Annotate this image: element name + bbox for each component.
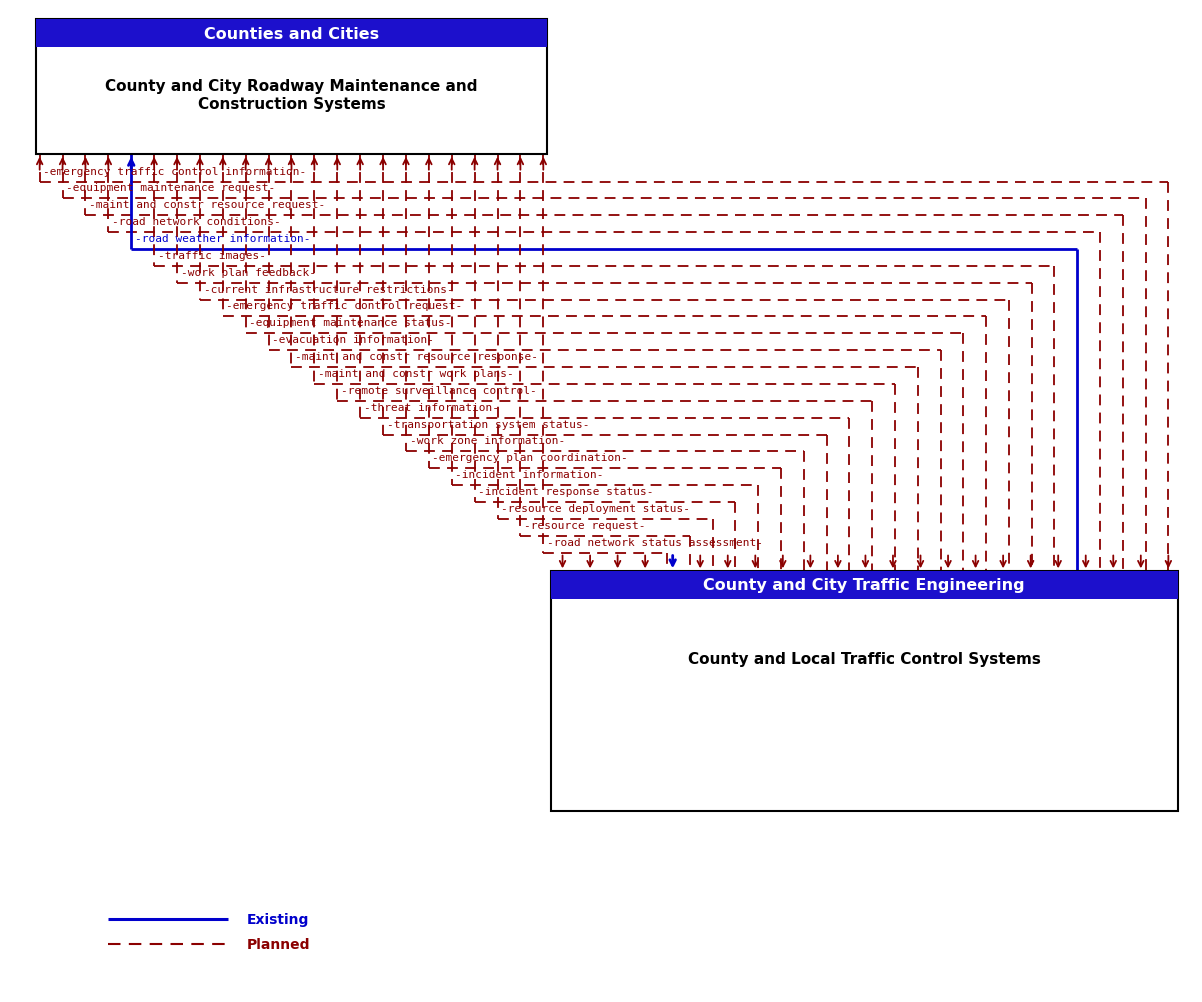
Text: ‐remote surveillance control‐: ‐remote surveillance control‐ bbox=[341, 386, 536, 396]
Text: ‐road network conditions‐: ‐road network conditions‐ bbox=[112, 216, 281, 226]
Text: ‐equipment maintenance status‐: ‐equipment maintenance status‐ bbox=[249, 318, 452, 328]
Text: ‐traffic images‐: ‐traffic images‐ bbox=[157, 250, 266, 261]
Bar bbox=[551, 571, 1178, 599]
Text: ‐emergency traffic control request‐: ‐emergency traffic control request‐ bbox=[226, 302, 463, 312]
Text: ‐road weather information‐: ‐road weather information‐ bbox=[135, 233, 310, 243]
Text: County and City Traffic Engineering: County and City Traffic Engineering bbox=[703, 578, 1025, 592]
Text: Existing: Existing bbox=[246, 912, 309, 926]
Text: ‐incident response status‐: ‐incident response status‐ bbox=[478, 487, 654, 497]
Text: ‐maint and constr resource request‐: ‐maint and constr resource request‐ bbox=[89, 200, 326, 210]
Text: Planned: Planned bbox=[246, 937, 310, 951]
Text: County and City Roadway Maintenance and
Construction Systems: County and City Roadway Maintenance and … bbox=[106, 79, 477, 111]
Text: ‐road network status assessment‐: ‐road network status assessment‐ bbox=[547, 537, 763, 547]
Text: ‐resource request‐: ‐resource request‐ bbox=[524, 520, 645, 530]
Text: County and Local Traffic Control Systems: County and Local Traffic Control Systems bbox=[688, 651, 1041, 666]
Text: ‐work zone information‐: ‐work zone information‐ bbox=[410, 436, 565, 446]
Text: ‐maint and constr work plans‐: ‐maint and constr work plans‐ bbox=[319, 369, 513, 379]
Text: Counties and Cities: Counties and Cities bbox=[204, 27, 379, 41]
Bar bbox=[36, 20, 547, 155]
Text: ‐equipment maintenance request‐: ‐equipment maintenance request‐ bbox=[66, 183, 275, 193]
Text: ‐maint and constr resource response‐: ‐maint and constr resource response‐ bbox=[296, 352, 538, 362]
Text: ‐emergency plan coordination‐: ‐emergency plan coordination‐ bbox=[433, 453, 629, 463]
Text: ‐current infrastructure restrictions‐: ‐current infrastructure restrictions‐ bbox=[203, 285, 453, 295]
Text: ‐evacuation information‐: ‐evacuation information‐ bbox=[272, 335, 434, 345]
Text: ‐transportation system status‐: ‐transportation system status‐ bbox=[387, 419, 589, 429]
Text: ‐incident information‐: ‐incident information‐ bbox=[456, 470, 603, 480]
Text: ‐emergency traffic control information‐: ‐emergency traffic control information‐ bbox=[43, 166, 307, 176]
Text: ‐resource deployment status‐: ‐resource deployment status‐ bbox=[501, 503, 690, 513]
Bar bbox=[36, 20, 547, 48]
Bar bbox=[551, 571, 1178, 812]
Text: ‐threat information‐: ‐threat information‐ bbox=[364, 402, 499, 412]
Text: ‐work plan feedback‐: ‐work plan feedback‐ bbox=[180, 268, 316, 278]
